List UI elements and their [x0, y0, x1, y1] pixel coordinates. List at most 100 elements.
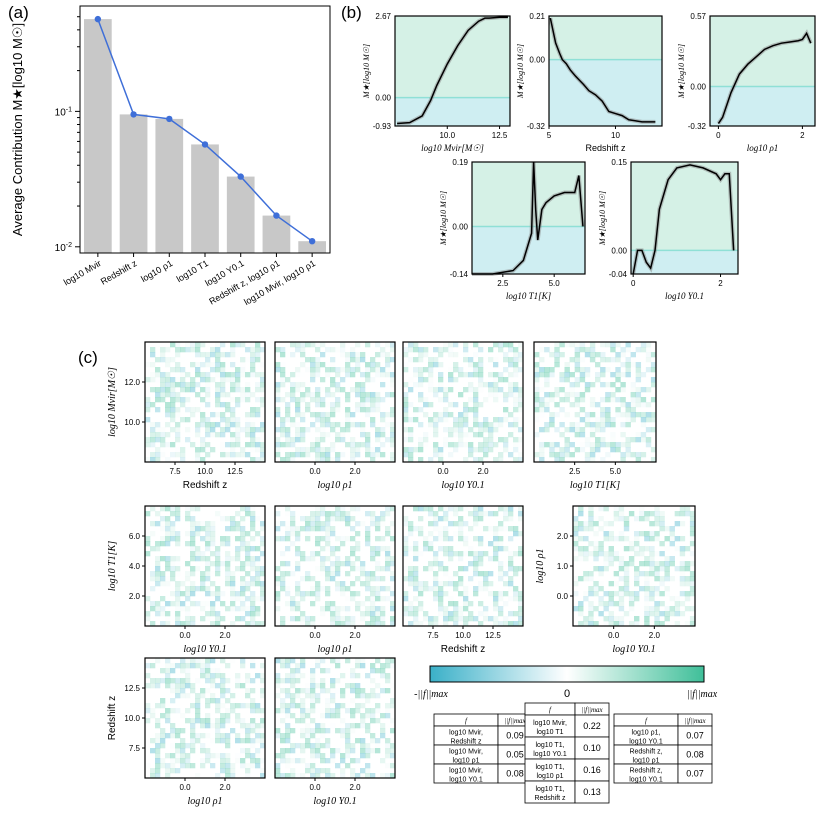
heatmap-cell [635, 457, 642, 463]
heatmap-cell [423, 586, 429, 592]
heatmap-cell [360, 422, 366, 428]
table-header: f [549, 706, 552, 714]
heatmap-cell [583, 576, 589, 582]
heatmap-cell [190, 591, 196, 597]
heatmap-cell [375, 748, 381, 754]
heatmap-cell [340, 427, 346, 433]
heatmap-cell [605, 442, 611, 448]
heatmap-cell [613, 556, 620, 562]
heatmap-cell [375, 437, 381, 443]
heatmap-cell [300, 611, 306, 617]
heatmap-cell [240, 616, 246, 622]
heatmap-cell [453, 342, 459, 348]
heatmap-cell [370, 688, 376, 694]
axes-frame [274, 657, 396, 779]
heatmap-cell [335, 688, 340, 693]
heatmap-cell [403, 417, 409, 423]
heatmap-cell [350, 743, 356, 749]
heatmap-cell [340, 673, 346, 679]
heatmap-cell [220, 688, 226, 694]
heatmap-cell [250, 357, 256, 363]
heatmap-cell [210, 432, 215, 437]
heatmap-cell [255, 516, 260, 521]
heatmap-cell [350, 367, 356, 373]
heatmap-cell [584, 347, 591, 353]
heatmap-cell [674, 621, 681, 627]
heatmap-cell [295, 551, 301, 557]
heatmap-cell [634, 596, 640, 602]
heatmap-cell [160, 521, 165, 526]
heatmap-cell [595, 422, 601, 428]
heatmap-cell [190, 718, 196, 724]
heatmap-cell [330, 611, 336, 617]
heatmap-cell [335, 407, 341, 413]
heatmap-cell [493, 541, 499, 547]
heatmap-cell [335, 763, 341, 769]
heatmap-cell [539, 457, 545, 463]
heatmap-cell [588, 571, 594, 577]
heatmap-cell [185, 758, 191, 764]
heatmap-cell [185, 372, 191, 378]
heatmap-cell [315, 693, 321, 699]
heatmap-cell [579, 347, 586, 353]
heatmap-cell [583, 571, 589, 577]
heatmap-cell [583, 551, 589, 557]
heatmap-cell [628, 511, 635, 517]
heatmap-cell [345, 708, 351, 714]
heatmap-cell [350, 347, 356, 353]
heatmap-cell [644, 536, 650, 542]
heatmap-cell [320, 668, 326, 674]
heatmap-cell [215, 357, 221, 363]
heatmap-cell [205, 571, 211, 577]
heatmap-cell [478, 382, 484, 388]
heatmap-cell [423, 616, 429, 622]
heatmap-cell [145, 377, 151, 383]
heatmap-cell [330, 688, 335, 693]
heatmap-cell [635, 347, 642, 353]
heatmap-cell [578, 521, 584, 527]
heatmap-cell [513, 531, 519, 537]
heatmap-cell [488, 591, 494, 597]
heatmap-cell [305, 688, 311, 694]
heatmap-cell [215, 422, 221, 428]
heatmap-cell [235, 367, 241, 373]
heatmap-cell [295, 397, 301, 403]
heatmap-cell [150, 683, 156, 689]
heatmap-cell [438, 457, 444, 463]
heatmap-cell [205, 673, 211, 679]
heatmap-cell [315, 342, 320, 347]
heatmap-cell [679, 576, 686, 582]
heatmap-cell [260, 347, 266, 353]
heatmap-cell [385, 342, 391, 348]
heatmap-cell [275, 362, 281, 368]
x-tick-label: 2.0 [349, 783, 361, 792]
heatmap-cell [185, 407, 191, 413]
heatmap-cell [413, 412, 418, 417]
heatmap-cell [175, 412, 180, 417]
heatmap-cell [664, 606, 670, 612]
heatmap-cell [340, 703, 346, 709]
heatmap-cell [483, 541, 488, 546]
heatmap-cell [390, 703, 396, 709]
heatmap-cell [549, 452, 555, 458]
heatmap-cell [453, 531, 458, 536]
heatmap-cell [205, 357, 211, 363]
heatmap-cell [225, 708, 231, 714]
heatmap-cell [230, 763, 236, 769]
heatmap-cell [310, 708, 316, 714]
heatmap-cell [195, 422, 201, 428]
x-tick-label: 5.0 [549, 279, 561, 288]
heatmap-cell [210, 561, 216, 567]
heatmap-cell [370, 546, 376, 552]
heatmap-cell [285, 417, 291, 423]
heatmap-cell [215, 432, 221, 438]
heatmap-cell [365, 763, 371, 769]
heatmap-cell [295, 372, 300, 377]
heatmap-cell [160, 526, 165, 531]
heatmap-cell [473, 536, 479, 542]
heatmap-cell [225, 352, 231, 358]
heatmap-cell [603, 616, 609, 622]
heatmap-cell [180, 738, 186, 744]
heatmap-cell [210, 738, 215, 743]
heatmap-cell [418, 407, 424, 413]
